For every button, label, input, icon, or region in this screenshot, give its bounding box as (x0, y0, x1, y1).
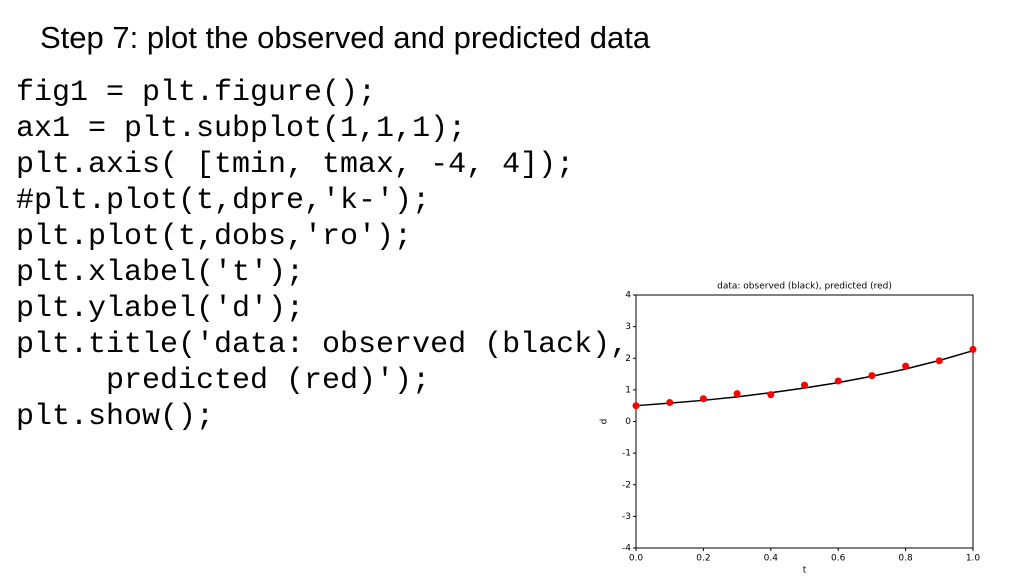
y-tick-label: 1 (625, 385, 631, 395)
y-tick-label: 4 (625, 291, 631, 301)
code-line: predicted (red)'); (16, 364, 430, 398)
y-tick-label: 3 (625, 322, 631, 332)
y-tick-label: -1 (622, 449, 631, 459)
code-line: plt.show(); (16, 400, 214, 434)
data-point (699, 395, 707, 403)
chart: data: observed (black), predicted (red) t… (600, 282, 981, 576)
x-tick-label: 0.8 (898, 554, 913, 564)
x-tick-label: 0.6 (831, 554, 846, 564)
x-tick-label: 0.4 (764, 554, 779, 564)
y-tick-label: -3 (622, 512, 631, 522)
x-tick-label: 1.0 (966, 554, 981, 564)
data-point (935, 357, 943, 365)
x-axis-label: t (803, 566, 807, 576)
slide-title: Step 7: plot the observed and predicted … (40, 20, 651, 55)
plot-frame (635, 294, 974, 549)
x-tick-label: 0.2 (696, 554, 710, 564)
y-tick-label: 0 (625, 417, 631, 427)
code-line: plt.xlabel('t'); (16, 256, 304, 290)
code-line: plt.axis( [tmin, tmax, -4, 4]); (16, 148, 574, 182)
x-tick-label: 0.0 (629, 554, 644, 564)
data-point (969, 345, 977, 353)
data-point (902, 362, 910, 370)
code-line: #plt.plot(t,dpre,'k-'); (16, 184, 430, 218)
y-axis-label: d (600, 419, 610, 425)
code-line: ax1 = plt.subplot(1,1,1); (16, 112, 466, 146)
y-tick-label: 2 (625, 354, 631, 364)
code-block: fig1 = plt.figure();ax1 = plt.subplot(1,… (16, 76, 628, 434)
code-line: plt.plot(t,dobs,'ro'); (16, 220, 412, 254)
data-point (632, 402, 640, 410)
y-tick-label: -4 (622, 544, 631, 554)
data-point (834, 377, 842, 385)
data-point (868, 372, 876, 380)
data-point (733, 390, 741, 398)
code-line: fig1 = plt.figure(); (16, 76, 376, 110)
data-point (801, 381, 808, 389)
code-line: plt.title('data: observed (black), (16, 328, 628, 362)
data-point (767, 391, 775, 399)
code-line: plt.ylabel('d'); (16, 292, 304, 326)
data-point (666, 399, 674, 407)
y-tick-label: -2 (622, 480, 631, 490)
chart-title: data: observed (black), predicted (red) (717, 282, 892, 292)
data-line (635, 349, 974, 407)
